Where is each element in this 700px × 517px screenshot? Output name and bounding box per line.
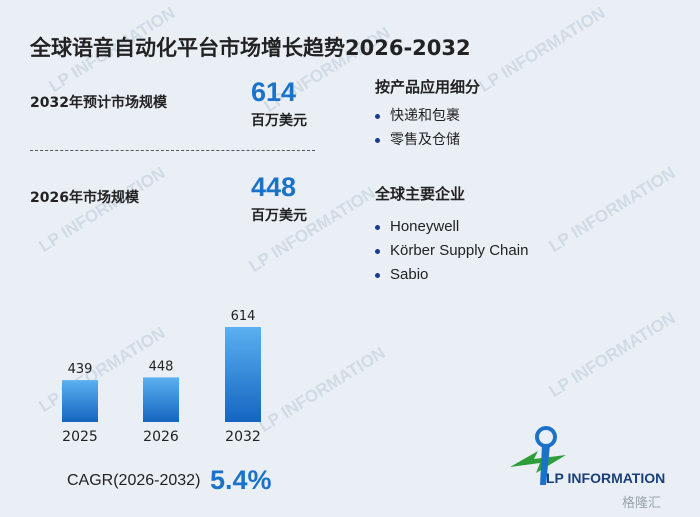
list-item: 快递和包裹 — [374, 104, 460, 128]
companies-title: 全球主要企业 — [375, 185, 466, 203]
bar-value-label: 439 — [68, 362, 93, 377]
segment-label: 快递和包裹 — [390, 108, 460, 124]
corner-watermark: 格隆汇 — [622, 496, 662, 511]
segment-label: 零售及仓储 — [390, 132, 460, 148]
metric-2026-unit: 百万美元 — [251, 208, 307, 224]
bullet-icon — [375, 138, 380, 143]
x-tick-label: 2026 — [143, 429, 179, 445]
page-title: 全球语音自动化平台市场增长趋势2026-2032 — [30, 36, 471, 60]
list-item: Sabio — [374, 263, 528, 287]
company-label: Honeywell — [390, 218, 460, 235]
list-item: Honeywell — [374, 215, 528, 239]
company-label: Körber Supply Chain — [390, 242, 529, 259]
bar-2025 — [62, 380, 98, 422]
list-item: Körber Supply Chain — [374, 239, 528, 263]
metric-2032-label: 2032年预计市场规模 — [30, 95, 167, 111]
bullet-icon — [375, 225, 380, 230]
company-label: Sabio — [390, 266, 429, 283]
x-tick-label: 2032 — [225, 429, 261, 445]
segments-list: 快递和包裹 零售及仓储 — [374, 104, 460, 152]
bar-2032 — [225, 327, 261, 422]
x-tick-label: 2025 — [62, 429, 98, 445]
bar-value-label: 614 — [231, 309, 256, 324]
metric-2026-value: 448 — [251, 172, 297, 202]
segments-title: 按产品应用细分 — [375, 78, 481, 96]
divider — [30, 150, 315, 151]
lp-information-logo — [510, 426, 566, 485]
cagr-label: CAGR(2026-2032) — [67, 472, 201, 489]
bullet-icon — [375, 273, 380, 278]
logo-text: LP INFORMATION — [546, 470, 666, 486]
bar-2026 — [143, 377, 179, 422]
metric-2026-label: 2026年市场规模 — [30, 190, 139, 206]
metric-2032-value: 614 — [251, 77, 297, 107]
list-item: 零售及仓储 — [374, 128, 460, 152]
bullet-icon — [375, 249, 380, 254]
bullet-icon — [375, 114, 380, 119]
bar-value-label: 448 — [149, 359, 174, 374]
metric-2032-unit: 百万美元 — [251, 113, 307, 129]
cagr-value: 5.4% — [210, 465, 272, 495]
companies-list: Honeywell Körber Supply Chain Sabio — [374, 215, 528, 287]
